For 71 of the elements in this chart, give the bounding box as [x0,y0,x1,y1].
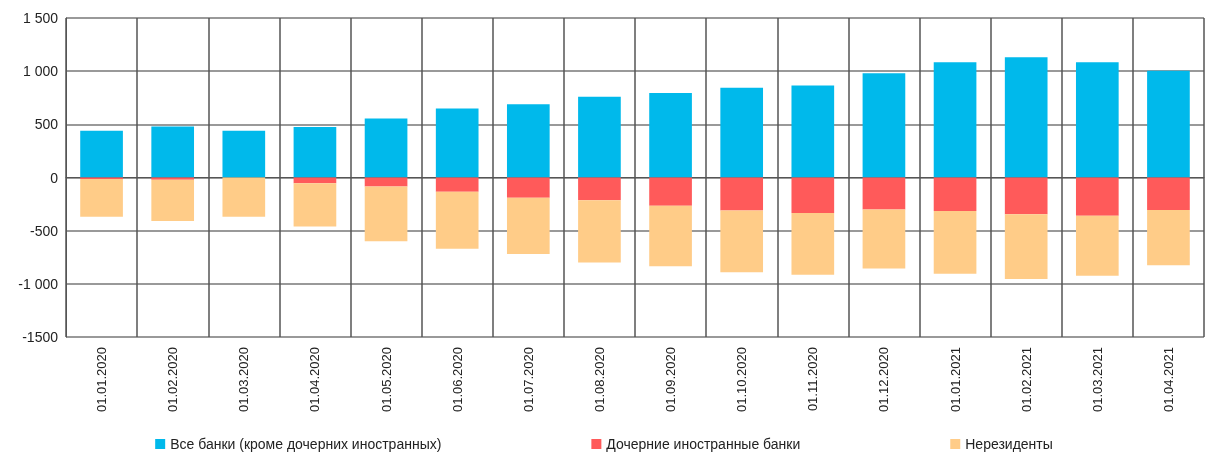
legend-label: Все банки (кроме дочерних иностранных) [170,436,442,452]
bar [506,197,550,255]
bar [1075,177,1119,216]
x-tick-label: 01.10.2020 [734,347,750,413]
legend-label: Дочерние иностранные банки [606,436,801,452]
bar [222,130,266,178]
y-tick-label: 1 500 [22,10,59,26]
x-tick-label: 01.09.2020 [663,347,679,413]
bar [151,179,195,222]
bar [1004,214,1048,280]
bar [1147,209,1190,266]
x-tick-label: 01.02.2020 [165,347,181,413]
bar [1147,177,1190,210]
x-tick-label: 01.02.2021 [1018,347,1034,413]
bar [435,177,479,192]
bar [364,118,408,178]
bar [80,130,123,178]
bar [933,62,977,178]
bar [862,209,906,269]
x-tick-label: 01.01.2021 [947,347,963,413]
bar [720,87,764,178]
bar [791,85,835,178]
y-tick-label: -1 000 [18,275,59,292]
bar [506,104,550,178]
bar [862,177,906,210]
bar [1075,62,1119,178]
x-tick-label: 01.03.2021 [1089,347,1105,413]
bar [578,177,621,201]
bar [151,177,195,180]
bar [578,200,621,263]
bar [1004,57,1048,178]
bar [791,213,835,275]
x-tick-label: 01.05.2020 [378,347,394,413]
legend-label: Нерезиденты [965,436,1053,452]
bar [364,177,408,187]
bar [649,177,692,206]
bar [364,186,408,242]
bar [80,179,123,217]
bar [151,126,195,178]
bar [1075,215,1119,276]
bar [791,177,835,214]
bar [862,73,906,178]
x-tick-label: 01.01.2020 [94,347,110,413]
bar [933,211,977,274]
bar [649,92,692,178]
x-tick-label: 01.08.2020 [591,347,607,413]
y-tick-label: 500 [34,116,59,133]
x-tick-label: 01.07.2020 [520,347,536,413]
bar [933,177,977,211]
bar [1147,70,1190,178]
bar [435,108,479,178]
x-tick-label: 01.04.2021 [1160,347,1176,413]
bar [720,210,764,273]
x-tick-label: 01.04.2020 [307,347,323,413]
bar [293,183,337,227]
bar [649,205,692,267]
x-tick-label: 01.06.2020 [449,347,465,413]
y-tick-label: 1 000 [22,63,59,80]
y-tick-label: -1500 [22,329,59,345]
y-tick-label: -500 [29,222,59,239]
bar [222,177,266,217]
x-tick-label: 01.11.2020 [805,347,821,412]
bar [1004,177,1048,215]
bar [506,177,550,198]
bar [293,126,337,178]
x-tick-label: 01.03.2020 [236,347,252,413]
bar [578,96,621,178]
bar [720,177,764,211]
bar [435,191,479,249]
x-tick-label: 01.12.2020 [876,347,892,413]
y-tick-label: 0 [50,169,59,186]
